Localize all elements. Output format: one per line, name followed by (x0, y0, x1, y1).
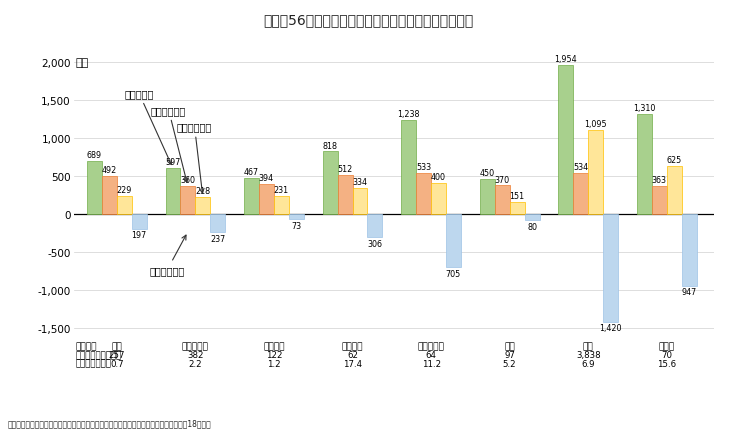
Text: 467: 467 (244, 168, 259, 177)
Text: うち自己資金: うち自己資金 (151, 105, 188, 183)
Bar (525, 214, 539, 220)
Text: 採卵鶏: 採卵鶏 (659, 341, 675, 350)
Text: 512: 512 (337, 164, 353, 173)
Text: 1,310: 1,310 (633, 104, 656, 113)
Bar (322, 152, 338, 214)
Text: 394: 394 (259, 173, 274, 182)
Text: １年目費用: １年目費用 (124, 89, 171, 165)
Bar (588, 131, 603, 214)
Text: 1.2: 1.2 (267, 359, 280, 368)
Bar (180, 187, 195, 214)
Text: 360: 360 (180, 176, 196, 185)
Text: 400: 400 (431, 173, 446, 182)
Bar (573, 174, 588, 214)
Text: 534: 534 (573, 163, 588, 172)
Text: 0.7: 0.7 (110, 359, 124, 368)
Text: 257: 257 (109, 350, 125, 359)
Text: 229: 229 (116, 186, 132, 195)
Text: 3,838: 3,838 (576, 350, 601, 359)
Text: 122: 122 (266, 350, 282, 359)
Text: 818: 818 (322, 141, 338, 150)
Text: 689: 689 (87, 151, 102, 160)
Text: 97: 97 (504, 350, 515, 359)
Text: 注：就農後おおむね20年以内の農業外からの新規就農者1,298人を対象にしたアンケート調査（回収率45.3％）: 注：就農後おおむね20年以内の農業外からの新規就農者1,298人を対象にしたアン… (7, 429, 263, 430)
Text: 営農類型: 営農類型 (76, 341, 97, 350)
Text: 1,095: 1,095 (584, 120, 607, 129)
Text: 492: 492 (102, 166, 117, 175)
Text: １年目売上げ: １年目売上げ (177, 122, 212, 194)
Bar (495, 186, 509, 214)
Bar (210, 214, 225, 232)
Bar (338, 175, 353, 214)
Text: 306: 306 (367, 239, 383, 248)
Text: 218: 218 (195, 187, 210, 196)
Bar (87, 162, 102, 214)
Text: 947: 947 (682, 288, 697, 297)
Text: 597: 597 (166, 158, 180, 167)
Text: 237: 237 (210, 234, 225, 243)
Text: 70: 70 (661, 350, 672, 359)
Bar (117, 197, 132, 214)
Text: 5.2: 5.2 (503, 359, 517, 368)
Text: 11.2: 11.2 (422, 359, 441, 368)
Bar (682, 214, 697, 286)
Text: 231: 231 (274, 186, 289, 195)
Bar (603, 214, 618, 322)
Text: 水稲: 水稲 (111, 341, 122, 350)
Text: 2.2: 2.2 (188, 359, 202, 368)
Text: 533: 533 (416, 163, 431, 172)
Text: 露地野菜: 露地野菜 (263, 341, 285, 350)
Bar (667, 167, 682, 214)
Bar (367, 214, 383, 237)
Bar (244, 179, 259, 214)
Text: 17.4: 17.4 (343, 359, 362, 368)
Bar (431, 184, 446, 214)
Text: 334: 334 (353, 178, 367, 187)
Text: 370: 370 (495, 175, 510, 184)
Text: 363: 363 (652, 176, 667, 184)
Text: 15.6: 15.6 (657, 359, 676, 368)
Text: 1,420: 1,420 (599, 324, 622, 333)
Text: 1,238: 1,238 (397, 109, 420, 118)
Bar (353, 189, 367, 214)
Bar (480, 180, 495, 214)
Text: 資料：全国農業会議所「新規就農者（新規参入者）の就農実態に関する調査結果　平成18年度」: 資料：全国農業会議所「新規就農者（新規参入者）の就農実態に関する調査結果 平成1… (7, 419, 211, 428)
Bar (652, 187, 667, 214)
Text: 450: 450 (480, 169, 495, 178)
Text: 経営耕地面積（ａ）: 経営耕地面積（ａ） (76, 350, 122, 359)
Bar (446, 214, 461, 267)
Bar (509, 203, 525, 214)
Bar (289, 214, 304, 220)
Text: 73: 73 (291, 221, 302, 230)
Text: 6.9: 6.9 (581, 359, 595, 368)
Bar (274, 197, 289, 214)
Bar (401, 120, 416, 214)
Bar (166, 169, 180, 214)
Text: 花き・花木: 花き・花木 (417, 341, 445, 350)
Bar (132, 214, 146, 229)
Text: 施設面積（ａ）: 施設面積（ａ） (76, 359, 112, 368)
Text: 麦・豆類等: 麦・豆類等 (182, 341, 209, 350)
Bar (559, 66, 573, 214)
Bar (102, 177, 117, 214)
Bar (416, 174, 431, 214)
Text: 625: 625 (667, 156, 682, 165)
Text: 80: 80 (527, 222, 537, 231)
Bar (637, 115, 652, 214)
Text: 705: 705 (446, 270, 461, 278)
Bar (259, 184, 274, 214)
Text: 万円: 万円 (75, 58, 88, 68)
Text: 1,954: 1,954 (554, 55, 577, 64)
Text: 64: 64 (425, 350, 436, 359)
Text: 197: 197 (132, 231, 146, 240)
Text: 酪農: 酪農 (583, 341, 594, 350)
Text: 図３－56　新規参入による就農１年目に要する費用等: 図３－56 新規参入による就農１年目に要する費用等 (263, 13, 473, 28)
Text: 382: 382 (187, 350, 204, 359)
Text: 果樹: 果樹 (504, 341, 515, 350)
Text: うち借入資金: うち借入資金 (149, 236, 186, 276)
Bar (195, 197, 210, 214)
Text: 施設野菜: 施設野菜 (342, 341, 364, 350)
Text: 151: 151 (509, 192, 525, 201)
Text: 62: 62 (347, 350, 358, 359)
